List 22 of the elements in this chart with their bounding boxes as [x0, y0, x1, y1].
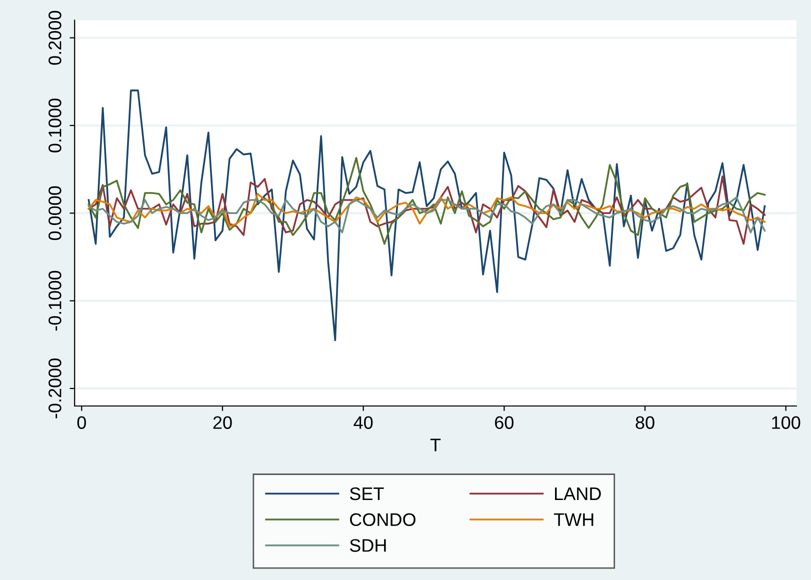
x-tick-label: 80 — [636, 416, 654, 429]
legend-label: SET — [350, 487, 384, 500]
legend-label: CONDO — [350, 513, 416, 526]
legend-label: SDH — [350, 539, 386, 552]
x-tick-label: 0 — [77, 416, 86, 429]
y-tick-label: 0.1000 — [48, 98, 62, 152]
x-tick-label: 40 — [354, 416, 373, 429]
line-series — [88, 175, 766, 245]
x-tick-label: 100 — [772, 416, 800, 429]
y-tick-label: 0.2000 — [48, 10, 62, 65]
y-tick-label: 0.0000 — [48, 186, 62, 240]
legend-label: LAND — [555, 488, 601, 500]
line-series — [88, 90, 766, 342]
legend-label: TWH — [554, 513, 594, 526]
y-tick-label: -0.2000 — [48, 358, 62, 418]
x-tick-label: 60 — [495, 416, 514, 429]
line-series — [88, 157, 766, 245]
y-tick-label: -0.1000 — [48, 270, 62, 331]
line-series — [88, 192, 766, 228]
x-tick-label: 20 — [213, 416, 232, 429]
x-axis-title: T — [430, 438, 441, 452]
line-series — [88, 196, 766, 234]
